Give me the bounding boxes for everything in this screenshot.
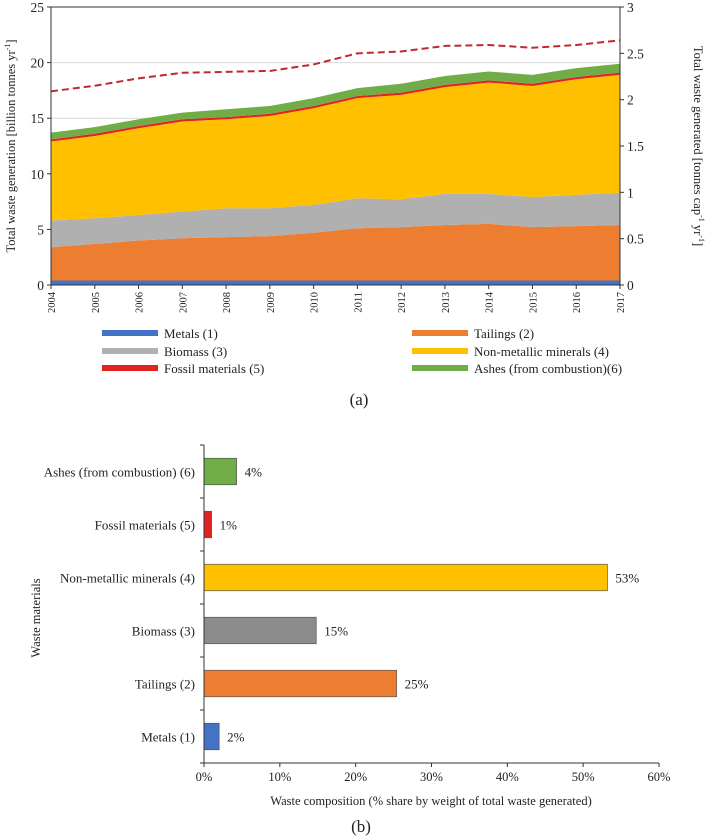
legend-label: Non-metallic minerals (4) <box>474 344 609 359</box>
x-tick-label: 2005 <box>91 292 102 313</box>
y-tick-label: 15 <box>31 111 45 126</box>
x-axis: 2004 2005 2006 2007 2008 2009 2010 2011 2012 2013… <box>47 285 627 313</box>
area-fossil-materials-5 <box>51 72 620 142</box>
bars: 4% 1% 53% 15% 25% 2% <box>203 457 639 751</box>
x-tick-label: 0% <box>196 770 213 784</box>
y-axis-right: 0 0.5 1 1.5 2 2.5 3 <box>620 0 644 293</box>
category-label: Biomass (3) <box>132 624 195 639</box>
legend-swatch <box>102 348 158 354</box>
bar-value-label: 4% <box>245 465 263 480</box>
x-tick-label: 2014 <box>485 291 496 313</box>
y-tick-label: 25 <box>31 0 45 15</box>
x-tick-label: 60% <box>648 770 671 784</box>
x-axis-label: Waste composition (% share by weight of … <box>270 794 591 808</box>
area-non-metallic-minerals-4 <box>51 74 620 221</box>
legend-label: Biomass (3) <box>164 344 227 359</box>
x-tick-label: 2010 <box>310 292 321 313</box>
category-label: Ashes (from combustion) (6) <box>44 465 195 480</box>
axes <box>200 444 659 764</box>
x-tick-label: 20% <box>344 770 367 784</box>
category-labels: Ashes (from combustion) (6) Fossil materi… <box>44 465 195 745</box>
legend: Metals (1) Tailings (2) Biomass (3) Non-met… <box>102 326 622 376</box>
y2-tick-label: 3 <box>627 0 634 15</box>
area-layers <box>51 63 620 285</box>
category-label: Fossil materials (5) <box>95 518 195 533</box>
per-capita-line <box>50 39 621 93</box>
bar <box>203 510 212 539</box>
bar <box>203 616 317 645</box>
area-biomass-3 <box>51 192 620 248</box>
category-label: Metals (1) <box>141 730 195 745</box>
x-tick-label: 2016 <box>572 292 583 313</box>
x-tick-label: 2009 <box>266 292 277 313</box>
category-label: Non-metallic minerals (4) <box>60 571 195 586</box>
x-tick-label: 2007 <box>178 292 189 313</box>
bar <box>203 669 397 698</box>
bar <box>203 457 237 486</box>
x-tick-label: 2015 <box>528 292 539 313</box>
x-tick-label: 2006 <box>135 292 146 313</box>
legend-label: Ashes (from combustion)(6) <box>474 361 622 376</box>
legend-swatch <box>412 348 468 354</box>
x-tick-label: 2012 <box>397 292 408 313</box>
y-tick-label: 5 <box>37 222 44 237</box>
bar-value-label: 1% <box>220 518 238 533</box>
bar <box>203 563 608 592</box>
bar-chart: 4% 1% 53% 15% 25% 2% 0% 10% 20% 30% 40% 50% 60% Ash… <box>29 444 671 836</box>
legend-swatch <box>412 330 468 336</box>
bar-value-label: 25% <box>405 677 429 692</box>
x-tick-label: 2013 <box>441 292 452 313</box>
legend-label: Fossil materials (5) <box>164 361 264 376</box>
x-tick-label: 2004 <box>47 291 58 313</box>
x-tick-label: 40% <box>496 770 519 784</box>
y-axis-left: 0 5 10 15 20 25 <box>31 0 51 293</box>
per-capita-line-group <box>50 39 621 93</box>
bar-value-label: 15% <box>324 624 348 639</box>
bar-value-label: 53% <box>615 571 639 586</box>
area-ashes-from-combustion-6 <box>51 63 620 140</box>
y2-axis-label: Total waste generated [tonnes cap-1 yr-1… <box>691 46 706 246</box>
y2-tick-label: 2 <box>627 93 634 108</box>
x-tick-label: 2008 <box>222 292 233 313</box>
y2-tick-label: 0.5 <box>627 232 644 247</box>
area-metals-1 <box>51 280 620 285</box>
x-tick-label: 30% <box>420 770 443 784</box>
y-axis-label: Total waste generation [billion tonnes y… <box>3 39 18 252</box>
legend-swatch <box>412 365 468 371</box>
y-axis-label: Waste materials <box>29 578 43 657</box>
y2-tick-label: 2.5 <box>627 46 644 61</box>
category-label: Tailings (2) <box>135 677 195 692</box>
panel-label-b: (b) <box>351 817 371 836</box>
legend-swatch <box>102 330 158 336</box>
x-tick-label: 2017 <box>616 292 627 313</box>
legend-label: Metals (1) <box>164 326 218 341</box>
legend-swatch <box>102 365 158 371</box>
y2-tick-label: 0 <box>627 278 634 293</box>
y-tick-label: 0 <box>37 278 44 293</box>
x-tick-label: 10% <box>268 770 291 784</box>
x-axis: 0% 10% 20% 30% 40% 50% 60% <box>196 763 671 784</box>
x-tick-label: 50% <box>572 770 595 784</box>
bar-value-label: 2% <box>227 730 245 745</box>
legend-label: Tailings (2) <box>474 326 534 341</box>
y2-tick-label: 1.5 <box>627 139 644 154</box>
x-tick-label: 2011 <box>353 292 364 313</box>
y2-tick-label: 1 <box>627 185 634 200</box>
panel-label-a: (a) <box>350 390 369 409</box>
y-tick-label: 10 <box>31 167 45 182</box>
y-tick-label: 20 <box>31 56 45 71</box>
bar <box>203 722 220 751</box>
